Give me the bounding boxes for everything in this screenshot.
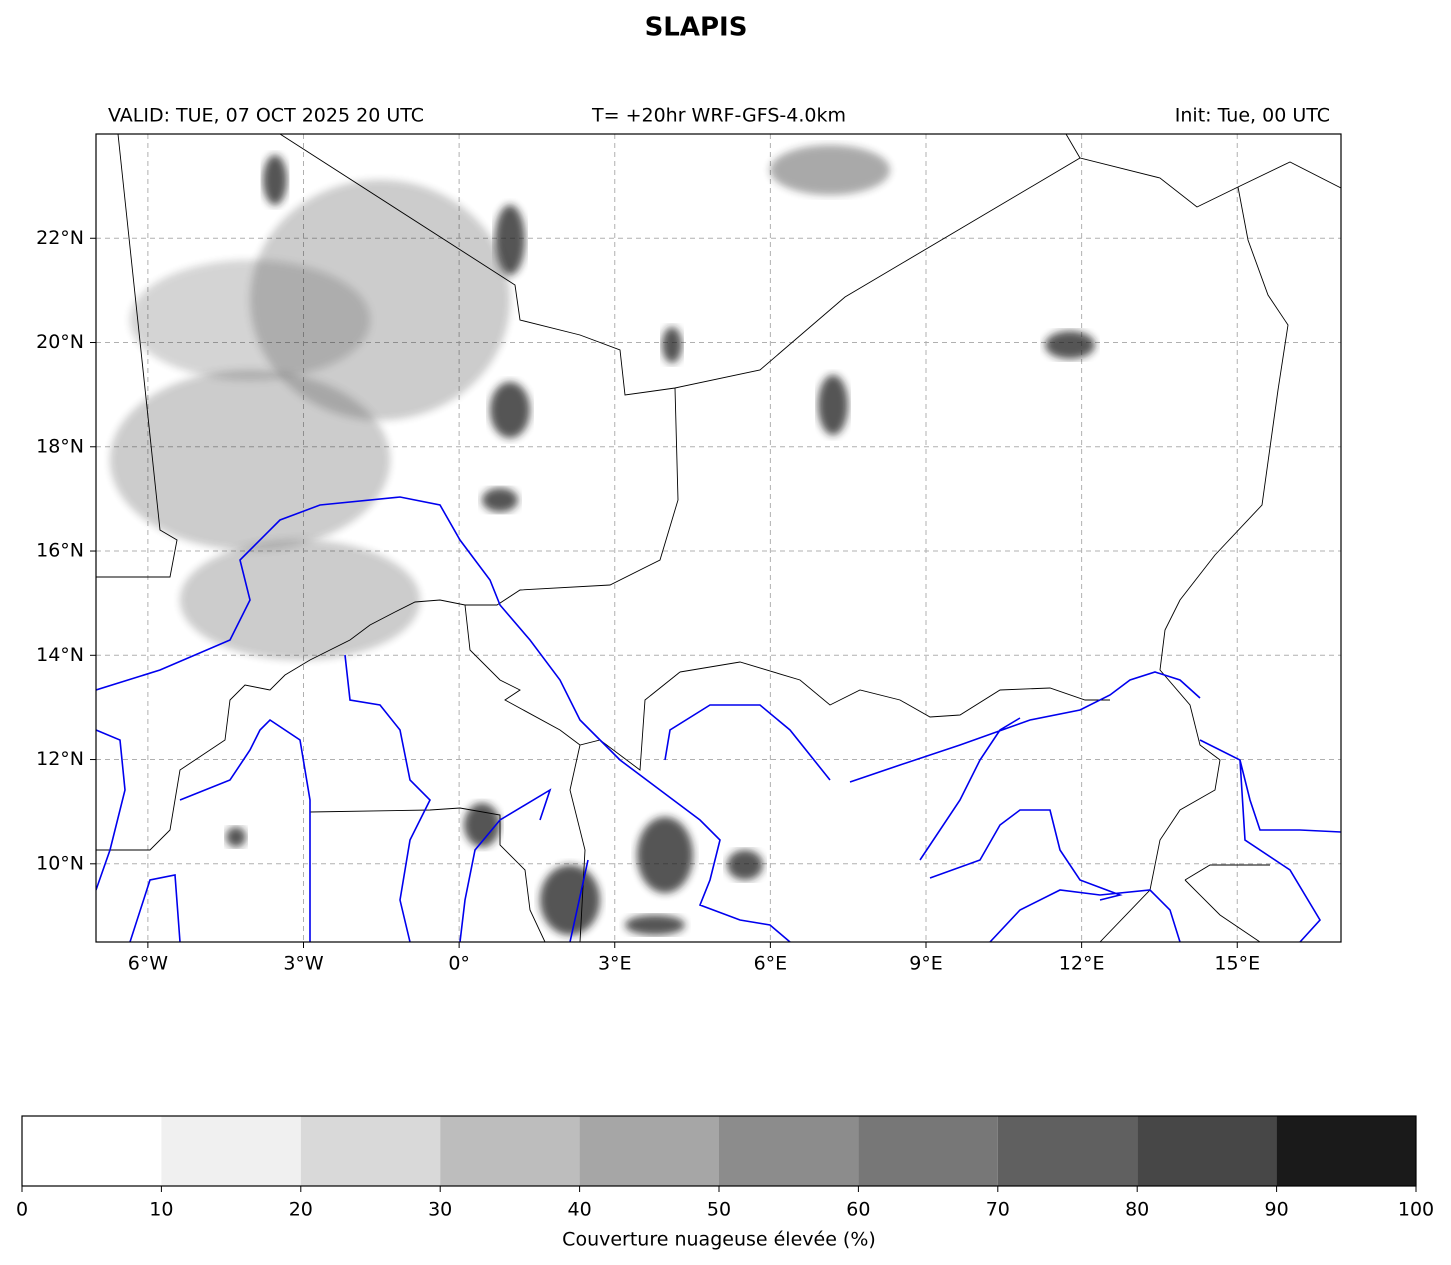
colorbar-tick-label: 80 (1125, 1199, 1149, 1221)
title: SLAPIS (645, 13, 748, 43)
cloud (226, 827, 246, 847)
cloud (490, 382, 530, 438)
colorbar (22, 1116, 1416, 1186)
x-tick-label: 3°W (283, 953, 324, 975)
colorbar-bin (161, 1116, 301, 1186)
cloud (1045, 331, 1095, 359)
colorbar-tick-label: 70 (986, 1199, 1010, 1221)
cloud (727, 850, 763, 880)
y-tick-label: 20°N (36, 331, 84, 353)
colorbar-bin (1276, 1116, 1416, 1186)
cloud (625, 915, 685, 935)
colorbar-bin (579, 1116, 719, 1186)
colorbar-bin (300, 1116, 441, 1186)
x-tick-label: 3°E (598, 953, 632, 975)
cloud (770, 145, 890, 195)
subtitle-right: Init: Tue, 00 UTC (1175, 105, 1330, 127)
map-frame (95, 133, 1342, 943)
x-tick-label: 12°E (1059, 953, 1105, 975)
colorbar-tick-label: 20 (289, 1199, 313, 1221)
cloud (495, 205, 525, 275)
y-tick-label: 18°N (36, 435, 84, 457)
cloud (464, 803, 500, 847)
y-tick-label: 12°N (36, 748, 84, 770)
colorbar-tick-label: 50 (707, 1199, 731, 1221)
colorbar-bin (1137, 1116, 1277, 1186)
subtitle-left: VALID: TUE, 07 OCT 2025 20 UTC (108, 105, 424, 127)
y-tick-label: 22°N (36, 227, 84, 249)
cloud (110, 370, 390, 550)
colorbar-tick-label: 10 (149, 1199, 173, 1221)
x-tick-label: 6°E (754, 953, 788, 975)
colorbar-tick-label: 90 (1265, 1199, 1289, 1221)
cloud (482, 488, 518, 512)
colorbar-bin (858, 1116, 998, 1186)
cloud (818, 375, 848, 435)
cloud (637, 817, 693, 893)
colorbar-bin (719, 1116, 859, 1186)
colorbar-label: Couverture nuageuse élevée (%) (562, 1229, 876, 1251)
x-tick-label: 9°E (909, 953, 943, 975)
cloud (662, 327, 682, 363)
colorbar-bin (440, 1116, 580, 1186)
cloud (263, 155, 287, 205)
colorbar-tick-label: 0 (16, 1199, 28, 1221)
cloud-field (110, 145, 1095, 935)
colorbar-tick-label: 60 (846, 1199, 870, 1221)
x-tick-label: 0° (448, 953, 470, 975)
colorbar-bin (22, 1116, 162, 1186)
subtitle-center: T= +20hr WRF-GFS-4.0km (591, 105, 846, 127)
y-tick-label: 14°N (36, 644, 84, 666)
cloud (540, 865, 600, 935)
y-tick-label: 16°N (36, 540, 84, 562)
colorbar-tick-label: 100 (1398, 1199, 1434, 1221)
cloud (180, 540, 420, 660)
colorbar-tick-label: 30 (428, 1199, 452, 1221)
colorbar-bin (997, 1116, 1138, 1186)
colorbar-tick-label: 40 (568, 1199, 592, 1221)
x-tick-label: 15°E (1214, 953, 1260, 975)
x-tick-label: 6°W (128, 953, 169, 975)
y-tick-label: 10°N (36, 852, 84, 874)
map-layer (96, 134, 1341, 942)
